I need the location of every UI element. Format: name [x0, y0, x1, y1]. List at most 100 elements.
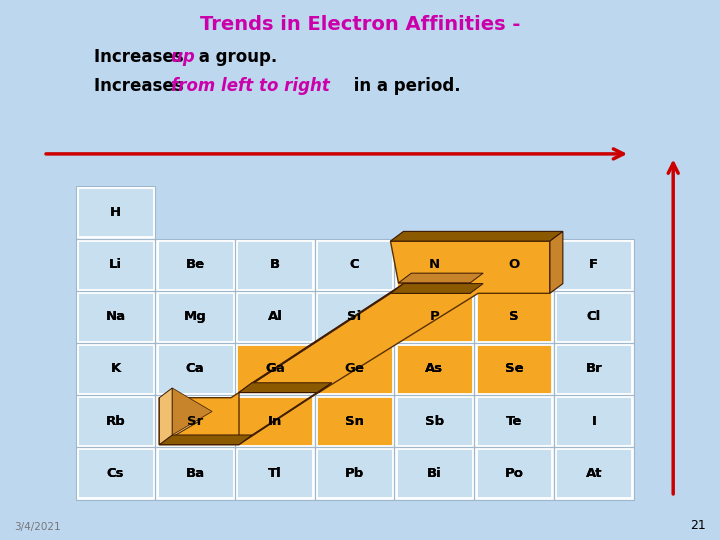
Polygon shape: [550, 231, 563, 293]
Bar: [476, 448, 552, 498]
Text: N: N: [428, 258, 440, 271]
Bar: [474, 395, 554, 447]
Text: P: P: [429, 310, 439, 323]
Text: Br: Br: [585, 362, 602, 375]
Bar: [236, 292, 313, 342]
Bar: [76, 186, 156, 239]
Bar: [395, 395, 474, 447]
Bar: [395, 239, 474, 291]
Text: Sr: Sr: [187, 415, 203, 428]
Bar: [77, 187, 154, 238]
Bar: [476, 292, 552, 342]
Bar: [157, 448, 233, 498]
Text: O: O: [508, 258, 520, 271]
Bar: [396, 344, 473, 394]
Text: Increases: Increases: [94, 48, 189, 66]
Text: Si: Si: [348, 310, 361, 323]
Text: C: C: [350, 258, 359, 271]
Bar: [157, 292, 233, 342]
Bar: [474, 343, 554, 395]
Bar: [76, 239, 156, 291]
Bar: [236, 396, 313, 446]
Text: F: F: [589, 258, 598, 271]
Bar: [474, 447, 554, 500]
Text: Tl: Tl: [268, 467, 282, 480]
Text: Bi: Bi: [427, 467, 441, 480]
Bar: [236, 344, 313, 394]
Text: Po: Po: [505, 467, 523, 480]
Text: B: B: [270, 258, 280, 271]
Text: Rb: Rb: [106, 415, 125, 428]
Text: up: up: [171, 48, 194, 66]
Bar: [76, 291, 156, 343]
Text: P: P: [429, 310, 439, 323]
Text: in a period.: in a period.: [348, 77, 460, 96]
Text: Pb: Pb: [345, 467, 364, 480]
Bar: [555, 396, 632, 446]
Text: a group.: a group.: [193, 48, 277, 66]
Bar: [156, 395, 235, 447]
Bar: [235, 447, 315, 500]
Text: N: N: [428, 258, 440, 271]
Polygon shape: [398, 273, 483, 283]
Bar: [315, 239, 395, 291]
Polygon shape: [390, 231, 563, 241]
Text: Sr: Sr: [187, 415, 203, 428]
Polygon shape: [239, 383, 332, 445]
Text: Br: Br: [585, 362, 602, 375]
Text: Ba: Ba: [186, 467, 204, 480]
Bar: [156, 291, 235, 343]
Bar: [476, 240, 552, 289]
Bar: [315, 343, 395, 395]
Text: Li: Li: [109, 258, 122, 271]
Text: As: As: [426, 362, 444, 375]
Text: Pb: Pb: [345, 467, 364, 480]
Text: Ca: Ca: [186, 362, 204, 375]
Bar: [555, 448, 632, 498]
Bar: [157, 344, 233, 394]
Text: 21: 21: [690, 519, 706, 532]
Bar: [156, 239, 235, 291]
Bar: [235, 395, 315, 447]
Text: Mg: Mg: [184, 310, 207, 323]
Text: Ca: Ca: [186, 362, 204, 375]
Bar: [554, 447, 634, 500]
Polygon shape: [239, 383, 332, 393]
Bar: [76, 447, 156, 500]
Bar: [156, 343, 235, 395]
Text: Mg: Mg: [184, 310, 207, 323]
Text: Te: Te: [506, 415, 522, 428]
Bar: [77, 292, 154, 342]
Polygon shape: [390, 284, 483, 293]
Bar: [77, 396, 154, 446]
Text: Se: Se: [505, 362, 523, 375]
Text: Be: Be: [186, 258, 204, 271]
Bar: [76, 395, 156, 447]
Bar: [554, 343, 634, 395]
Bar: [396, 292, 473, 342]
Text: Ga: Ga: [265, 362, 285, 375]
Bar: [554, 239, 634, 291]
Text: Trends in Electron Affinities -: Trends in Electron Affinities -: [200, 15, 520, 34]
Text: Al: Al: [267, 310, 282, 323]
Text: Cl: Cl: [587, 310, 601, 323]
Text: Sn: Sn: [345, 415, 364, 428]
Text: In: In: [268, 415, 282, 428]
Text: Cl: Cl: [587, 310, 601, 323]
Text: H: H: [110, 206, 121, 219]
Text: Na: Na: [105, 310, 125, 323]
Bar: [235, 291, 315, 343]
Text: Sb: Sb: [425, 415, 444, 428]
Text: Li: Li: [109, 258, 122, 271]
Bar: [395, 447, 474, 500]
Text: K: K: [110, 362, 120, 375]
Bar: [316, 240, 393, 289]
Text: Sb: Sb: [425, 415, 444, 428]
Text: Tl: Tl: [268, 467, 282, 480]
Text: C: C: [350, 258, 359, 271]
Polygon shape: [159, 241, 550, 445]
Text: As: As: [426, 362, 444, 375]
Text: K: K: [110, 362, 120, 375]
Bar: [236, 240, 313, 289]
Text: Si: Si: [348, 310, 361, 323]
